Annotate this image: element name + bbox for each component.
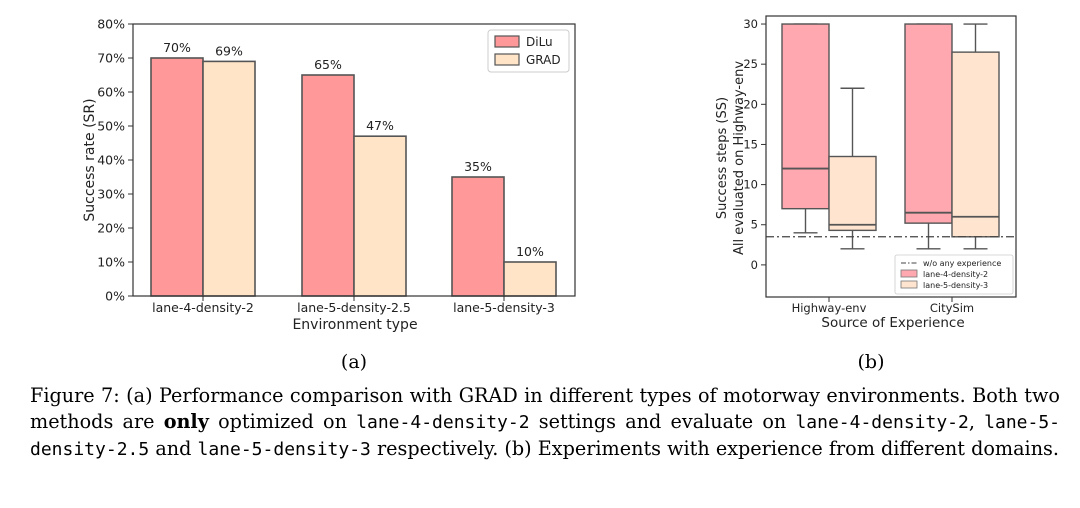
plot-frame	[132, 23, 576, 297]
bar-dilu	[150, 57, 204, 297]
bar-grad	[202, 60, 256, 297]
y-tick-label: 80%	[97, 17, 125, 32]
bar-value-label: 47%	[366, 118, 394, 133]
legend-label: lane-4-density-2	[923, 270, 988, 279]
y-tick-label: 50%	[97, 119, 125, 134]
caption-mid2: settings and evaluate on	[529, 410, 796, 433]
bar-value-label: 65%	[314, 57, 342, 72]
bar-dilu	[451, 176, 505, 297]
panel-label-a: (a)	[341, 351, 367, 373]
box-lane-5-density-3	[951, 51, 1000, 238]
bar-value-label: 70%	[163, 40, 191, 55]
x-tick-label: CitySim	[930, 301, 974, 315]
legend-label: DiLu	[526, 35, 553, 49]
y-tick-label: 15	[743, 137, 758, 151]
panel-label-b: (b)	[858, 351, 885, 373]
caption-suffix: respectively. (b) Experiments with exper…	[370, 437, 1059, 460]
y-tick-label: 5	[751, 218, 758, 232]
x-tick-label: lane-5-density-3	[453, 300, 555, 315]
y-tick-label: 0	[751, 258, 758, 272]
box-lane-5-density-3	[828, 155, 877, 232]
legend-swatch-grad	[494, 53, 520, 66]
legend-label: w/o any experience	[923, 259, 1001, 268]
y-tick-label: 10	[743, 178, 758, 192]
y-tick-label: 10%	[97, 255, 125, 270]
box-lane-4-density-2	[781, 23, 830, 210]
bar-value-label: 10%	[516, 244, 544, 259]
figure-caption: Figure 7: (a) Performance comparison wit…	[30, 383, 1060, 463]
bar-grad	[353, 135, 407, 297]
y-tick-label: 20%	[97, 221, 125, 236]
legend-box	[894, 254, 1014, 295]
y-axis-label: Success rate (SR)	[82, 98, 98, 221]
box-lane-4-density-2	[904, 23, 953, 224]
x-axis-label: Environment type	[292, 317, 417, 333]
legend-swatch	[900, 280, 918, 289]
x-tick-label: lane-4-density-2	[152, 300, 254, 315]
legend-swatch	[900, 269, 918, 278]
caption-code1: lane-4-density-2	[356, 412, 530, 433]
y-tick-label: 30	[743, 17, 758, 31]
caption-mid4: and	[149, 437, 198, 460]
plot-frame	[765, 15, 1017, 298]
bar-chart-a: 0% 10% 20% 30% 40% 50% 60% 70% 80% 70% 69% lane-4-d…	[82, 17, 576, 373]
caption-code3: lane-5-density-2.5	[30, 412, 1061, 460]
y-axis-label-2: All evaluated on Highway-env	[732, 61, 747, 255]
y-tick-label: 0%	[105, 289, 125, 304]
x-tick-label: lane-5-density-2.5	[297, 300, 411, 315]
legend-label: lane-5-density-3	[923, 281, 988, 290]
bar-value-label: 35%	[464, 159, 492, 174]
caption-code4: lane-5-density-3	[197, 439, 371, 460]
x-tick-label: Highway-env	[792, 301, 867, 315]
y-tick-label: 30%	[97, 187, 125, 202]
y-tick-label: 25	[743, 57, 758, 71]
bar-grad	[503, 261, 557, 297]
y-axis-label: Success steps (SS)	[715, 97, 730, 219]
caption-prefix: Figure 7: (a) Performance comparison wit…	[30, 384, 1060, 433]
y-tick-label: 60%	[97, 85, 125, 100]
caption-code2: lane-4-density-2	[795, 412, 969, 433]
figure-7: 0% 10% 20% 30% 40% 50% 60% 70% 80% 70% 69% lane-4-d…	[82, 15, 1017, 373]
legend-swatch-dilu	[494, 35, 520, 48]
bar-value-label: 69%	[215, 43, 243, 58]
y-tick-label: 40%	[97, 153, 125, 168]
legend-label: GRAD	[526, 53, 561, 67]
y-tick-label: 70%	[97, 51, 125, 66]
x-axis-label: Source of Experience	[821, 315, 964, 331]
caption-bold: only	[163, 410, 209, 433]
caption-mid3: ,	[968, 410, 985, 433]
y-tick-label: 20	[743, 97, 758, 111]
bar-dilu	[301, 74, 355, 297]
caption-mid1: optimized on	[208, 410, 357, 433]
